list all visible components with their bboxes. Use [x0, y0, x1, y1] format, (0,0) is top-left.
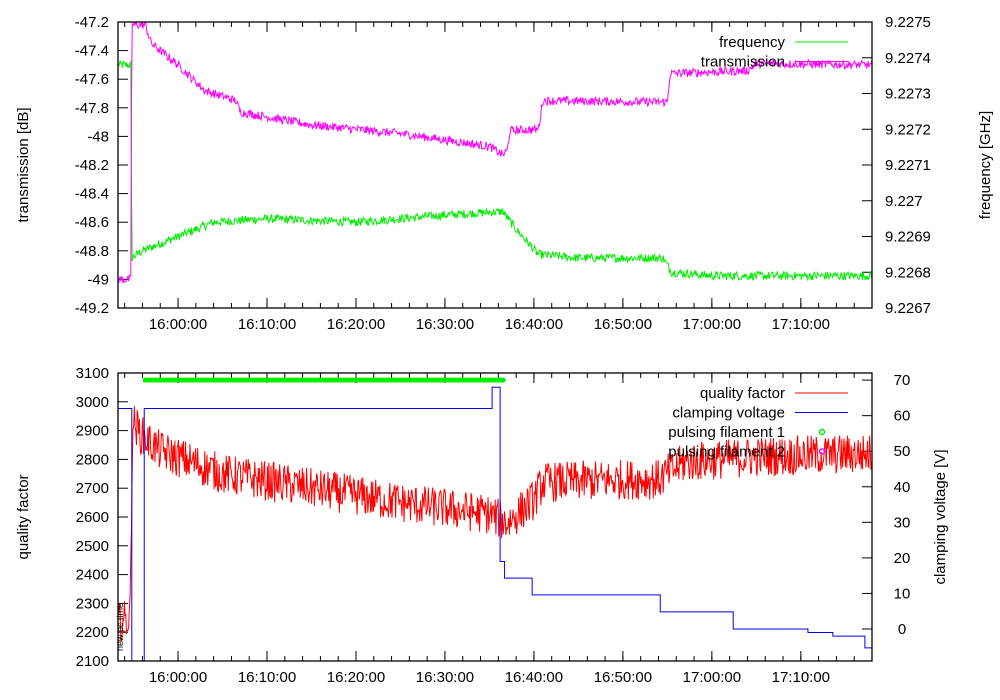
x-tick-label: 16:10:00	[238, 316, 296, 333]
y2-tick-label: 9.2272	[885, 121, 931, 138]
y2-tick-label: 10	[894, 585, 911, 602]
series-group	[118, 59, 872, 282]
y-tick-label: 2600	[76, 509, 109, 526]
y-axis-title: transmission [dB]	[15, 107, 32, 222]
x-tick-label: 16:40:00	[505, 669, 563, 686]
x-tick-label: 16:40:00	[505, 316, 563, 333]
x-tick-label: 16:00:00	[149, 669, 207, 686]
x-tick-label: 17:00:00	[683, 316, 741, 333]
x-tick-label: 16:50:00	[594, 669, 652, 686]
y-tick-label: 2700	[76, 480, 109, 497]
x-tick-label: 16:10:00	[238, 669, 296, 686]
series-line-quality-factor	[118, 406, 872, 643]
y-tick-label: 2900	[76, 423, 109, 440]
y2-tick-label: 20	[894, 550, 911, 567]
y2-tick-label: 70	[894, 372, 911, 389]
x-tick-label: 16:50:00	[594, 316, 652, 333]
plot-frame	[117, 21, 873, 309]
annotation-label: new pc time	[115, 603, 125, 651]
plot-frame	[117, 372, 873, 662]
y-tick-label: -47.6	[75, 71, 109, 88]
y-tick-label: 2500	[76, 538, 109, 555]
y2-axis-title: frequency [GHz]	[977, 111, 994, 219]
y-tick-label: -47.4	[75, 43, 109, 60]
y2-tick-label: 9.227	[885, 193, 923, 210]
y-tick-label: 2100	[76, 653, 109, 670]
x-tick-label: 17:10:00	[772, 669, 830, 686]
y2-axis-title: clamping voltage [V]	[932, 449, 949, 584]
y-tick-label: 2400	[76, 567, 109, 584]
legend-label: transmission	[701, 54, 785, 71]
y2-tick-label: 60	[894, 408, 911, 425]
series-point-pulsing-filament-1	[500, 377, 506, 383]
y2-tick-label: 50	[894, 443, 911, 460]
y-tick-label: -48.6	[75, 214, 109, 231]
legend-label: frequency	[719, 34, 785, 51]
x-tick-label: 16:30:00	[416, 669, 474, 686]
x-tick-label: 16:20:00	[327, 316, 385, 333]
x-tick-label: 16:30:00	[416, 316, 474, 333]
series-line-transmission	[118, 22, 872, 284]
x-tick-label: 17:00:00	[683, 669, 741, 686]
x-tick-label: 16:00:00	[149, 316, 207, 333]
x-tick-label: 16:20:00	[327, 669, 385, 686]
series-group	[118, 386, 872, 661]
y2-tick-label: 9.2267	[885, 300, 931, 317]
series-line-frequency	[118, 59, 872, 282]
y-tick-label: 2800	[76, 451, 109, 468]
y-tick-label: -48	[87, 128, 109, 145]
series-group	[118, 22, 872, 284]
y2-tick-label: 9.2275	[885, 14, 931, 31]
series-group	[142, 377, 506, 383]
x-tick-label: 17:10:00	[772, 316, 830, 333]
y-axis-title: quality factor	[15, 474, 32, 559]
y-tick-label: -48.8	[75, 243, 109, 260]
y2-tick-label: 9.2271	[885, 157, 931, 174]
legend-point-marker	[818, 428, 826, 436]
y-tick-label: -49.2	[75, 300, 109, 317]
y-tick-label: 3100	[76, 365, 109, 382]
legend-label: pulsing filament 1	[668, 424, 785, 441]
y-tick-label: -47.2	[75, 14, 109, 31]
legend-label: clamping voltage	[672, 405, 785, 422]
y2-tick-label: 30	[894, 514, 911, 531]
y-tick-label: 3000	[76, 394, 109, 411]
legend-label: quality factor	[700, 385, 785, 402]
y2-tick-label: 9.2269	[885, 229, 931, 246]
y2-tick-label: 9.2273	[885, 86, 931, 103]
series-group	[118, 406, 872, 643]
y2-tick-label: 9.2274	[885, 50, 931, 67]
legend-label: pulsing filament 2	[668, 444, 785, 461]
series-line-clamping-voltage	[118, 386, 872, 661]
y-tick-label: 2300	[76, 595, 109, 612]
y-tick-label: 2200	[76, 624, 109, 641]
y2-tick-label: 40	[894, 479, 911, 496]
y-tick-label: -49	[87, 271, 109, 288]
y2-tick-label: 0	[898, 621, 906, 638]
legend-point-marker	[818, 448, 826, 455]
y-tick-label: -48.4	[75, 186, 109, 203]
y-tick-label: -48.2	[75, 157, 109, 174]
y-tick-label: -47.8	[75, 100, 109, 117]
y2-tick-label: 9.2268	[885, 264, 931, 281]
